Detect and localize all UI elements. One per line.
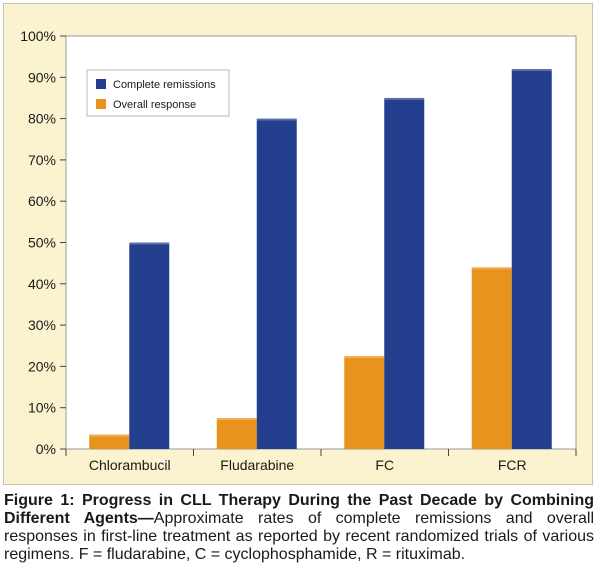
x-tick-label: Fludarabine	[220, 457, 294, 473]
y-tick-label: 100%	[20, 28, 56, 44]
legend-label: Overall response	[113, 99, 196, 111]
y-axis: 0% 10% 20% 30% 40% 50% 60% 70% 80% 90% 100%	[20, 28, 66, 457]
bars	[89, 69, 552, 449]
y-tick-label: 40%	[28, 276, 56, 292]
bar-highlight	[129, 242, 170, 245]
bar-complete-remissions-chlorambucil	[129, 242, 170, 449]
bar-highlight	[344, 356, 385, 359]
bar-complete-remissions-fludarabine	[256, 118, 297, 449]
bar-complete-remissions-fc	[384, 97, 425, 449]
bar-highlight	[256, 118, 297, 121]
legend: Complete remissions Overall response	[86, 69, 230, 117]
legend-box	[86, 69, 230, 117]
bar-overall-response-chlorambucil	[89, 434, 130, 449]
legend-label: Complete remissions	[113, 79, 216, 91]
x-axis: Chlorambucil Fludarabine FC FCR	[65, 449, 577, 473]
bar-overall-response-fcr	[471, 267, 512, 449]
bar-overall-response-fludarabine	[216, 418, 257, 449]
figure-caption: Figure 1: Progress in CLL Therapy During…	[4, 492, 594, 564]
y-tick-label: 80%	[28, 111, 56, 127]
y-tick-label: 90%	[28, 69, 56, 85]
y-tick-label: 30%	[28, 317, 56, 333]
y-tick-label: 60%	[28, 193, 56, 209]
y-tick-label: 10%	[28, 400, 56, 416]
bar-highlight	[511, 69, 552, 72]
bar-highlight	[471, 267, 512, 270]
bar-highlight	[89, 434, 130, 437]
y-tick-label: 0%	[36, 441, 56, 457]
bar-complete-remissions-fcr	[511, 69, 552, 449]
legend-swatch	[96, 99, 106, 109]
y-tick-label: 20%	[28, 358, 56, 374]
bar-highlight	[384, 97, 425, 100]
x-tick-label: FCR	[498, 457, 527, 473]
bar-chart: 0% 10% 20% 30% 40% 50% 60% 70% 80% 90% 100% Chlora…	[20, 28, 577, 473]
bar-highlight	[216, 418, 257, 421]
caption-body: Approximate rates of complete remissions…	[4, 510, 594, 563]
caption-title: Figure 1: Progress in CLL Therapy During…	[4, 492, 594, 527]
x-tick-label: Chlorambucil	[89, 457, 171, 473]
legend-swatch	[96, 79, 106, 89]
y-tick-label: 50%	[28, 235, 56, 251]
x-tick-label: FC	[375, 457, 394, 473]
y-tick-label: 70%	[28, 152, 56, 168]
bar-overall-response-fc	[344, 356, 385, 449]
